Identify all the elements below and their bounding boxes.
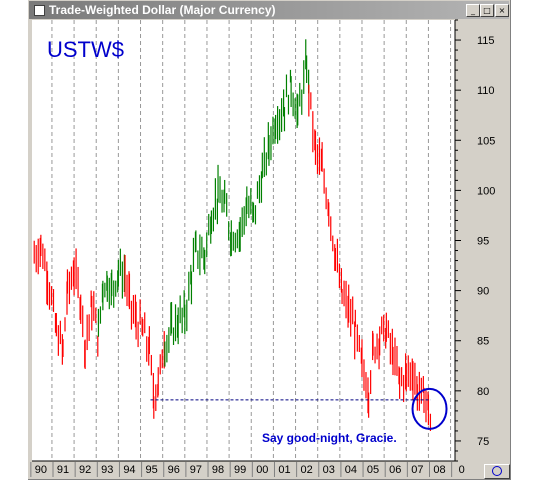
x-tick-label: 07 [411, 464, 423, 476]
x-tick-label: 94 [123, 464, 135, 476]
x-tick-label: 03 [323, 464, 335, 476]
x-tick-label: 00 [256, 464, 268, 476]
y-tick-label: 75 [477, 436, 489, 448]
y-tick-label: 85 [477, 336, 489, 348]
window-title: Trade-Weighted Dollar (Major Currency) [49, 3, 276, 17]
x-tick-label: 97 [190, 464, 202, 476]
x-tick-label: 91 [57, 464, 69, 476]
x-tick-label: 98 [212, 464, 224, 476]
window-titlebar[interactable]: Trade-Weighted Dollar (Major Currency) _… [29, 1, 509, 19]
window-menu-icon[interactable] [34, 5, 45, 16]
y-tick-label: 90 [477, 286, 489, 298]
y-tick-label: 110 [477, 85, 495, 97]
chart-grid [51, 20, 452, 461]
x-tick-label: 01 [278, 464, 290, 476]
y-axis: 75 80 85 90 95 100 105 110 115 [454, 19, 495, 462]
x-tick-label: 02 [300, 464, 312, 476]
x-tick-label: 05 [367, 464, 379, 476]
x-tick-label: 92 [79, 464, 91, 476]
y-tick-label: 115 [477, 35, 495, 47]
scroll-indicator-icon [492, 466, 502, 476]
chart-annotation: Say good-night, Gracie. [262, 431, 397, 445]
x-tick-label: 04 [345, 464, 357, 476]
close-button[interactable]: × [495, 4, 509, 17]
x-tick-label: 99 [234, 464, 246, 476]
x-tick-label: 93 [101, 464, 113, 476]
x-tick-label: 06 [389, 464, 401, 476]
x-tick-label: 90 [35, 464, 47, 476]
x-tick-label: 95 [145, 464, 157, 476]
x-tick-label: 0 [459, 464, 465, 476]
y-tick-label: 100 [477, 185, 495, 197]
x-axis: 90 91 92 93 94 95 96 97 98 99 00 01 02 03 04 05 06 07 08 0 [30, 460, 465, 477]
highlight-circle [411, 387, 448, 430]
x-tick-label: 96 [168, 464, 180, 476]
chart-bars [33, 39, 432, 432]
chart-title: USTW$ [47, 37, 124, 62]
minimize-button[interactable]: _ [466, 4, 480, 17]
maximize-button[interactable]: □ [480, 4, 494, 17]
y-tick-label: 105 [477, 135, 495, 147]
scroll-indicator-button[interactable] [484, 464, 510, 479]
y-tick-label: 80 [477, 386, 489, 398]
x-tick-label: 08 [433, 464, 445, 476]
y-tick-label: 95 [477, 236, 489, 248]
